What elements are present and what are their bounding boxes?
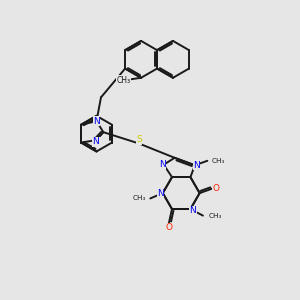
Text: CH₃: CH₃: [208, 213, 222, 219]
Text: CH₃: CH₃: [116, 76, 130, 85]
Text: O: O: [212, 184, 219, 193]
Text: N: N: [92, 137, 99, 146]
Text: N: N: [189, 206, 196, 215]
Text: CH₃: CH₃: [133, 195, 146, 201]
Text: S: S: [136, 135, 142, 144]
Text: N: N: [159, 160, 166, 169]
Text: N: N: [93, 117, 100, 126]
Text: O: O: [166, 223, 172, 232]
Text: N: N: [193, 161, 200, 170]
Text: CH₃: CH₃: [212, 158, 225, 164]
Text: N: N: [157, 189, 164, 198]
